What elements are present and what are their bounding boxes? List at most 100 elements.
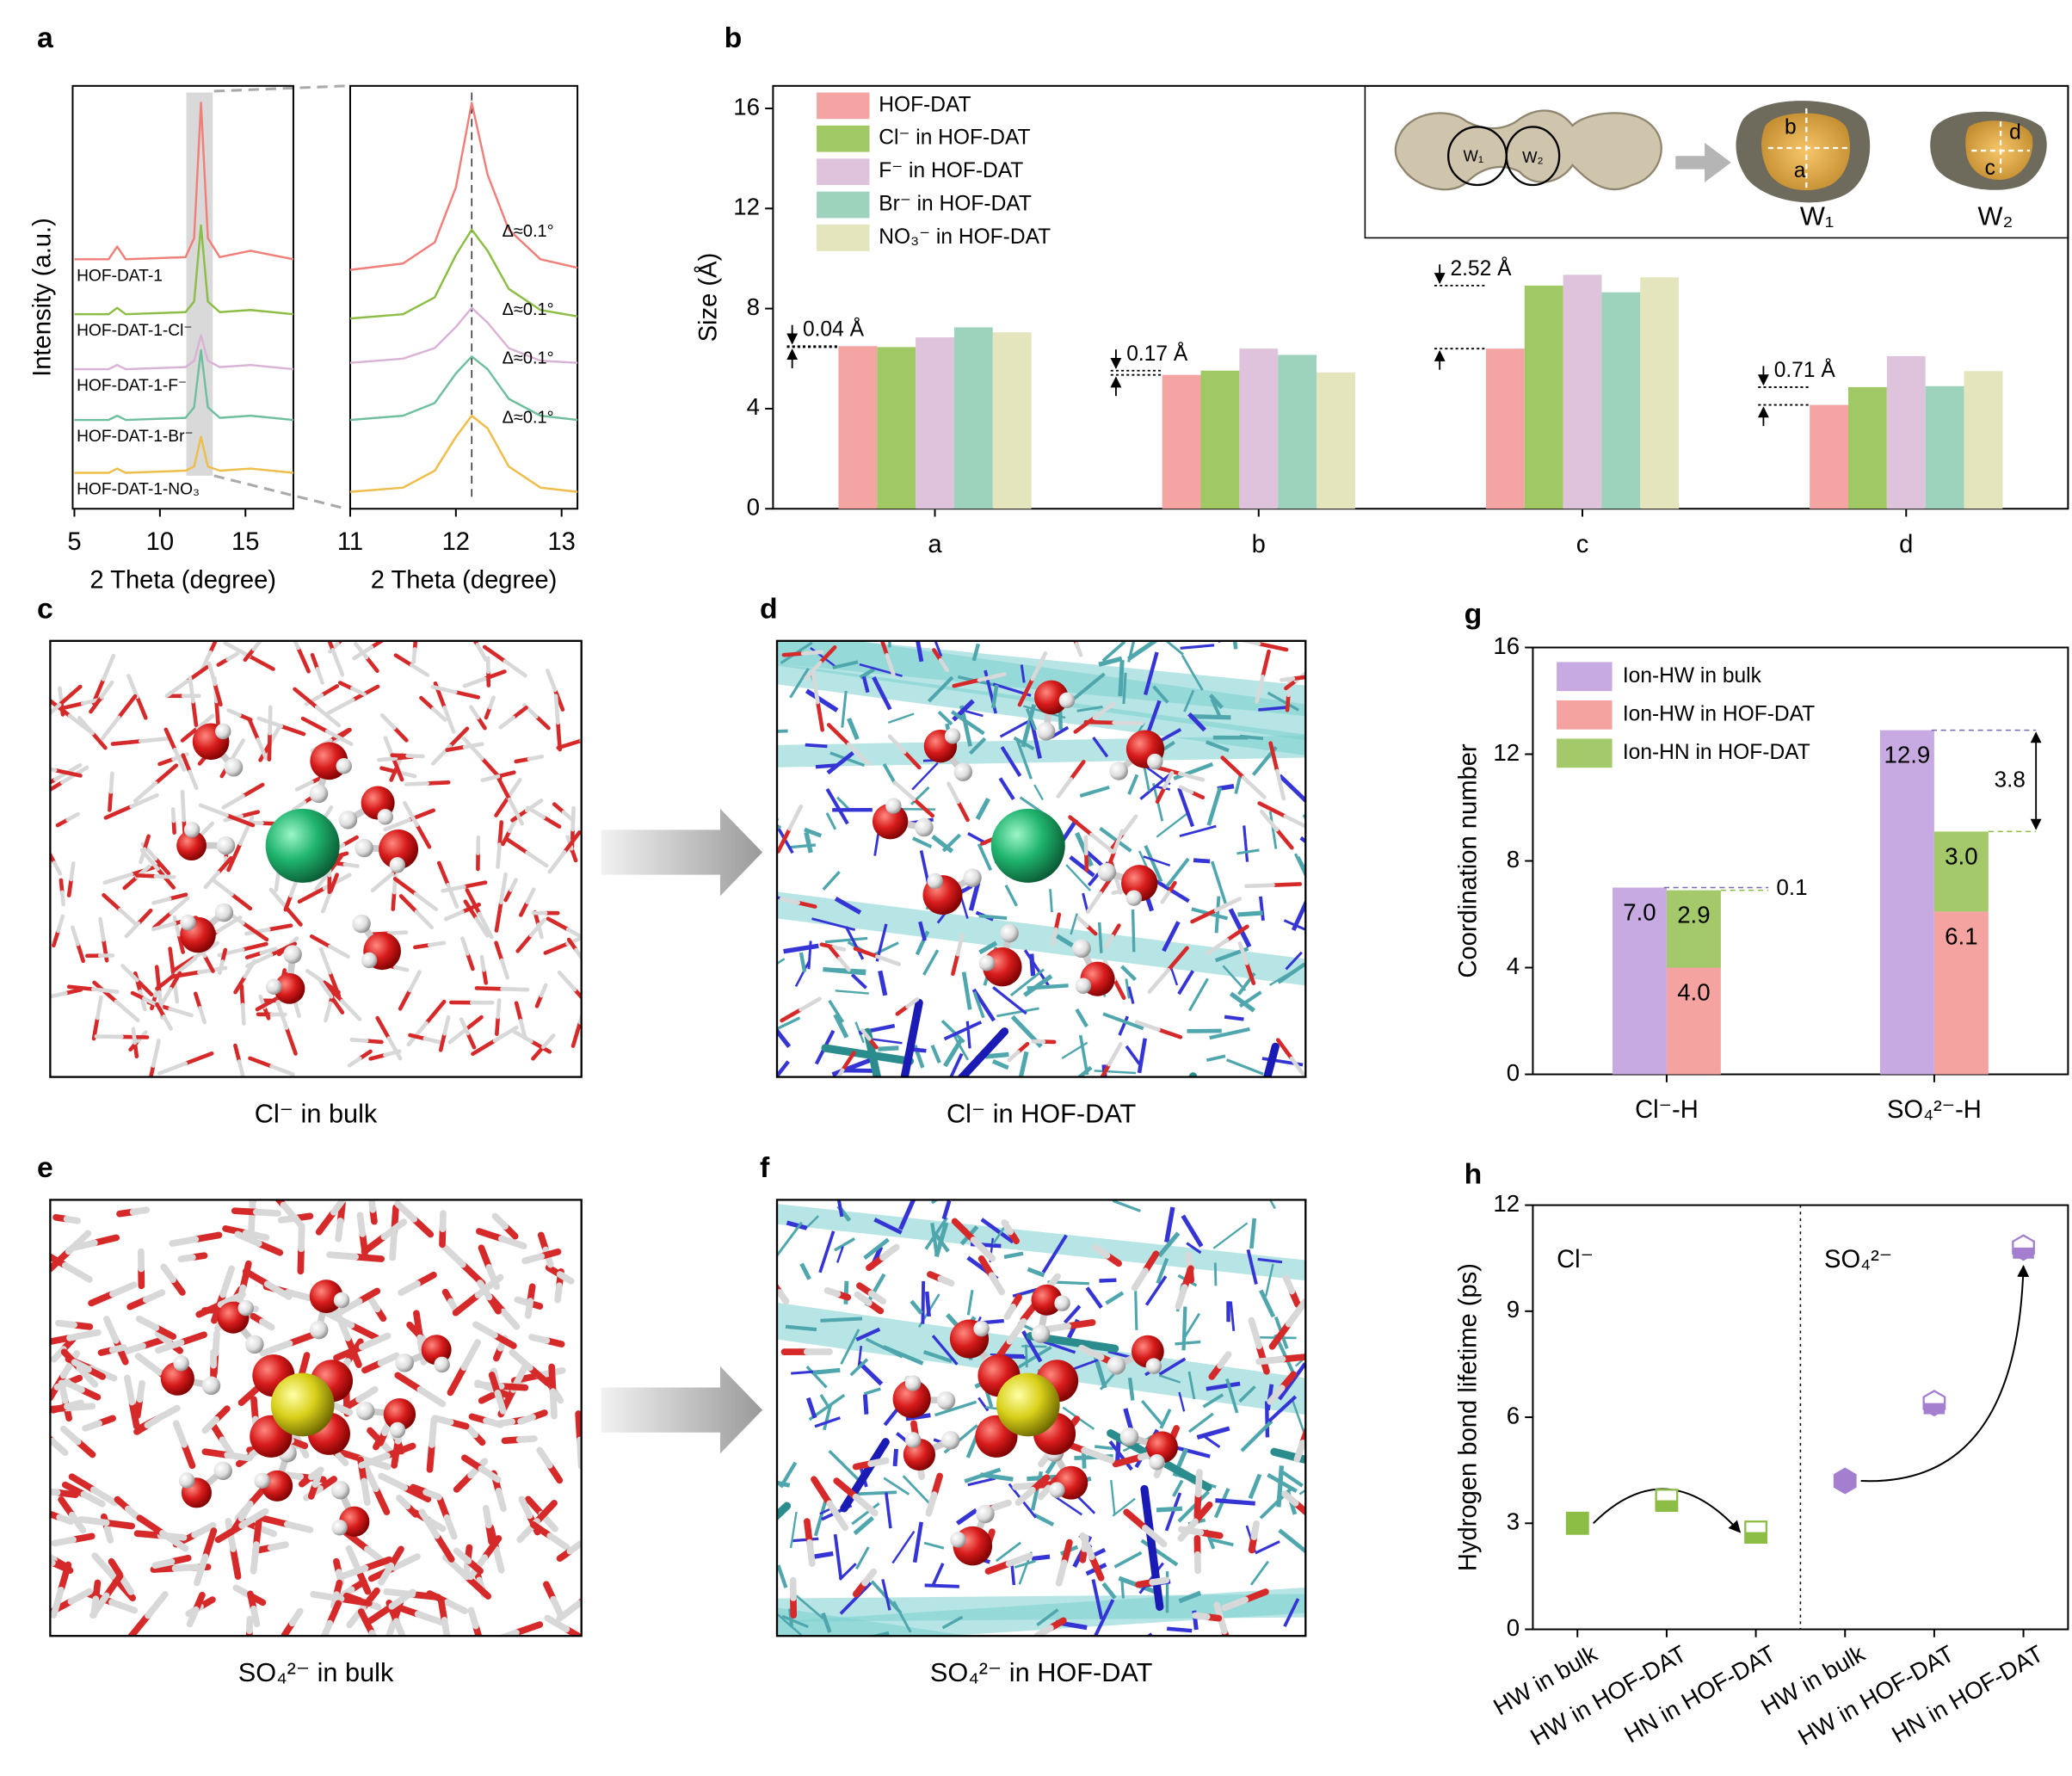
framework-bond [1063, 1304, 1082, 1324]
water-bond [240, 941, 268, 952]
water-bond [337, 1298, 363, 1315]
water-bond [90, 731, 108, 750]
water-bond [518, 1495, 533, 1520]
snapshot-caption: SO₄²⁻ in HOF-DAT [930, 1657, 1153, 1687]
water-bond [1178, 785, 1194, 795]
water-bond [403, 800, 419, 828]
hydrogen-atom [283, 945, 302, 964]
water-bond [779, 897, 800, 905]
water-bond [250, 1396, 259, 1423]
x-tick-label: HW in HOF-DAT [1793, 1640, 1958, 1751]
water-bond [422, 1489, 442, 1501]
water-bond [887, 734, 907, 755]
framework-bond [1033, 1513, 1055, 1527]
framework-bond [911, 762, 939, 791]
framework-bond [1010, 1564, 1016, 1586]
water-bond [61, 1481, 88, 1498]
water-bond [160, 1263, 176, 1283]
water-bond [1255, 1355, 1286, 1366]
bar [1810, 404, 1849, 509]
water-bond [159, 1530, 189, 1552]
water-bond [288, 1607, 304, 1627]
framework-bond [1302, 812, 1306, 819]
framework-bond [1097, 922, 1103, 953]
hydrogen-atom [254, 1472, 270, 1489]
water-bond [566, 937, 578, 953]
water-bond [333, 1308, 352, 1341]
water-bond [553, 694, 560, 725]
framework-bond [905, 1413, 931, 1421]
water-bond [499, 958, 510, 980]
framework-bond [854, 640, 857, 642]
framework-bond [1238, 990, 1262, 1008]
water-bond [1100, 1062, 1112, 1077]
water-bond [1053, 912, 1062, 932]
framework-bond [937, 710, 953, 726]
water-bond [314, 870, 331, 891]
framework-bond [821, 1612, 832, 1633]
legend-label: Ion-HN in HOF-DAT [1623, 741, 1810, 764]
inset-label: a [1794, 159, 1806, 182]
framework-bond [1105, 1291, 1125, 1305]
water-bond [477, 911, 494, 940]
framework-bond [1164, 1206, 1175, 1243]
oxygen-atom [872, 803, 909, 840]
water-bond [337, 681, 355, 691]
hydrogen-atom [330, 1481, 350, 1500]
framework-bond [992, 986, 1027, 1015]
water-bond [1107, 1041, 1123, 1067]
water-bond [225, 813, 256, 828]
hydrogen-atom [215, 723, 231, 740]
water-bond [951, 1218, 977, 1243]
water-bond [237, 1504, 251, 1522]
water-bond [192, 1231, 223, 1243]
water-bond [836, 1068, 845, 1077]
water-bond [830, 945, 847, 952]
y-tick-label: 12 [1493, 1190, 1520, 1217]
hydrogen-atom [904, 1375, 922, 1391]
framework-bond [1177, 970, 1194, 996]
water-bond [335, 1218, 344, 1243]
framework-bond [1215, 1498, 1255, 1506]
framework-bond [1021, 1329, 1043, 1363]
water-bond [266, 923, 293, 932]
chloride-ion [990, 808, 1065, 883]
water-bond [233, 974, 247, 995]
spectrum-line [74, 334, 294, 371]
framework-tube [777, 1204, 1306, 1281]
water-bond [529, 1039, 552, 1054]
water-bond [1166, 946, 1189, 972]
water-bond [67, 713, 95, 736]
spectrum-line [349, 414, 578, 493]
framework-bond [1143, 651, 1159, 696]
framework-bond [977, 843, 993, 872]
water-bond [124, 1374, 136, 1406]
water-bond [267, 1541, 289, 1551]
framework-bond [972, 991, 985, 1019]
data-point [1744, 1520, 1768, 1545]
water-bond [501, 829, 512, 847]
water-bond [180, 725, 200, 743]
bar-segment [1933, 831, 1989, 912]
water-bond [358, 1332, 392, 1351]
water-bond [61, 1261, 93, 1283]
bar [992, 332, 1032, 509]
framework-bond [1278, 1528, 1306, 1554]
framework-bond [1182, 1312, 1201, 1341]
water-bond [406, 1021, 429, 1047]
water-bond [52, 860, 63, 876]
framework-bond [1138, 850, 1149, 868]
framework-bond [1205, 740, 1230, 753]
data-point [2012, 1234, 2035, 1261]
water-bond [952, 678, 982, 688]
water-bond [114, 999, 140, 1023]
framework-bond [1285, 951, 1303, 971]
water-bond [459, 1017, 470, 1036]
water-bond [465, 888, 482, 916]
water-bond [345, 1545, 362, 1574]
framework-bond [804, 831, 813, 854]
water-bond [183, 1051, 214, 1066]
water-bond [460, 1339, 481, 1372]
legend-label: F⁻ in HOF-DAT [879, 159, 1023, 182]
